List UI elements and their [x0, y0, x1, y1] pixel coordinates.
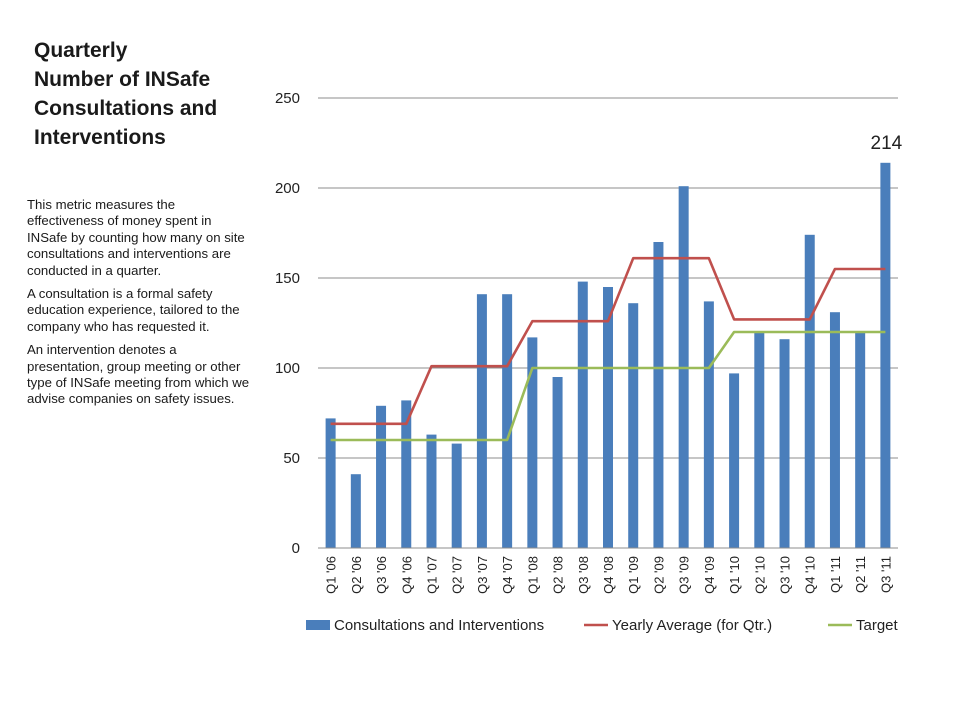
title-line: Number of INSafe [34, 68, 211, 91]
series-line [330, 256, 886, 426]
bar [401, 400, 412, 548]
bar [779, 339, 790, 548]
bar [502, 294, 513, 548]
bar [527, 337, 538, 548]
x-tick-label: Q2 '09 [651, 556, 666, 594]
bar [729, 373, 740, 548]
bar [880, 162, 891, 549]
lines-layer [330, 256, 886, 442]
y-tick-label: 150 [275, 270, 300, 287]
data-label: 214 [871, 133, 903, 154]
bar [804, 234, 815, 549]
bar [376, 405, 387, 548]
bar [577, 281, 588, 548]
x-tick-label: Q1 '07 [424, 556, 439, 594]
x-tick-label: Q3 '06 [374, 556, 389, 594]
x-tick-label: Q3 '08 [576, 556, 591, 594]
x-tick-label: Q3 '07 [475, 556, 490, 594]
legend-label: Yearly Average (for Qtr.) [612, 617, 772, 634]
bar [628, 303, 639, 548]
x-tick-label: Q4 '10 [803, 556, 818, 594]
legend-label: Consultations and Interventions [334, 617, 544, 634]
x-tick-label: Q2 '06 [349, 556, 364, 594]
axis-layer: 0 50 100 150 200 250 Q1 '06 Q2 '06 Q3 '06 Q4 '06 Q… [275, 90, 903, 594]
bar [603, 287, 613, 548]
x-tick-label: Q1 '08 [525, 556, 540, 594]
legend-swatch [306, 620, 330, 630]
bar [325, 418, 336, 548]
bar [451, 443, 462, 548]
y-tick-label: 200 [275, 180, 300, 197]
series-line [330, 330, 886, 442]
bar [350, 474, 361, 548]
x-tick-label: Q2 '08 [551, 556, 566, 594]
title-line: Quarterly [34, 39, 128, 62]
y-tick-label: 100 [275, 360, 300, 377]
page-title: Quarterly Number of INSafe Consultations… [34, 36, 264, 152]
title-line: Consultations and [34, 97, 218, 120]
x-tick-label: Q2 '10 [752, 556, 767, 594]
x-tick-label: Q1 '10 [727, 556, 742, 594]
y-tick-label: 50 [283, 450, 300, 467]
legend-label: Target [856, 617, 899, 634]
x-tick-label: Q3 '11 [878, 556, 893, 593]
description-paragraph: A consultation is a formal safety educat… [27, 286, 240, 334]
x-tick-label: Q2 '11 [853, 556, 868, 593]
x-tick-label: Q4 '07 [500, 556, 515, 594]
y-tick-label: 0 [292, 540, 300, 557]
x-tick-label: Q1 '11 [828, 556, 843, 593]
bar [754, 332, 765, 548]
bar [829, 312, 840, 548]
description-paragraph: This metric measures the effectiveness o… [27, 197, 245, 278]
legend-layer: Consultations and Interventions Yearly Av… [306, 617, 899, 634]
x-tick-label: Q4 '09 [702, 556, 717, 594]
y-tick-label: 250 [275, 90, 300, 107]
bar [426, 434, 437, 548]
bar [653, 242, 664, 548]
bar [855, 332, 866, 548]
x-tick-label: Q3 '09 [677, 556, 692, 594]
bar [703, 301, 714, 548]
bar [476, 294, 487, 548]
x-tick-label: Q4 '08 [601, 556, 616, 594]
x-tick-label: Q3 '10 [778, 556, 793, 594]
bar [552, 377, 563, 548]
description-paragraph: An intervention denotes a presentation, … [27, 342, 250, 407]
x-tick-label: Q1 '09 [626, 556, 641, 594]
title-line: Interventions [34, 126, 166, 149]
bars-layer [325, 162, 891, 549]
x-tick-label: Q2 '07 [450, 556, 465, 594]
metric-description: This metric measures the effectiveness o… [27, 197, 255, 415]
x-tick-label: Q1 '06 [324, 556, 339, 594]
x-tick-label: Q4 '06 [399, 556, 414, 594]
